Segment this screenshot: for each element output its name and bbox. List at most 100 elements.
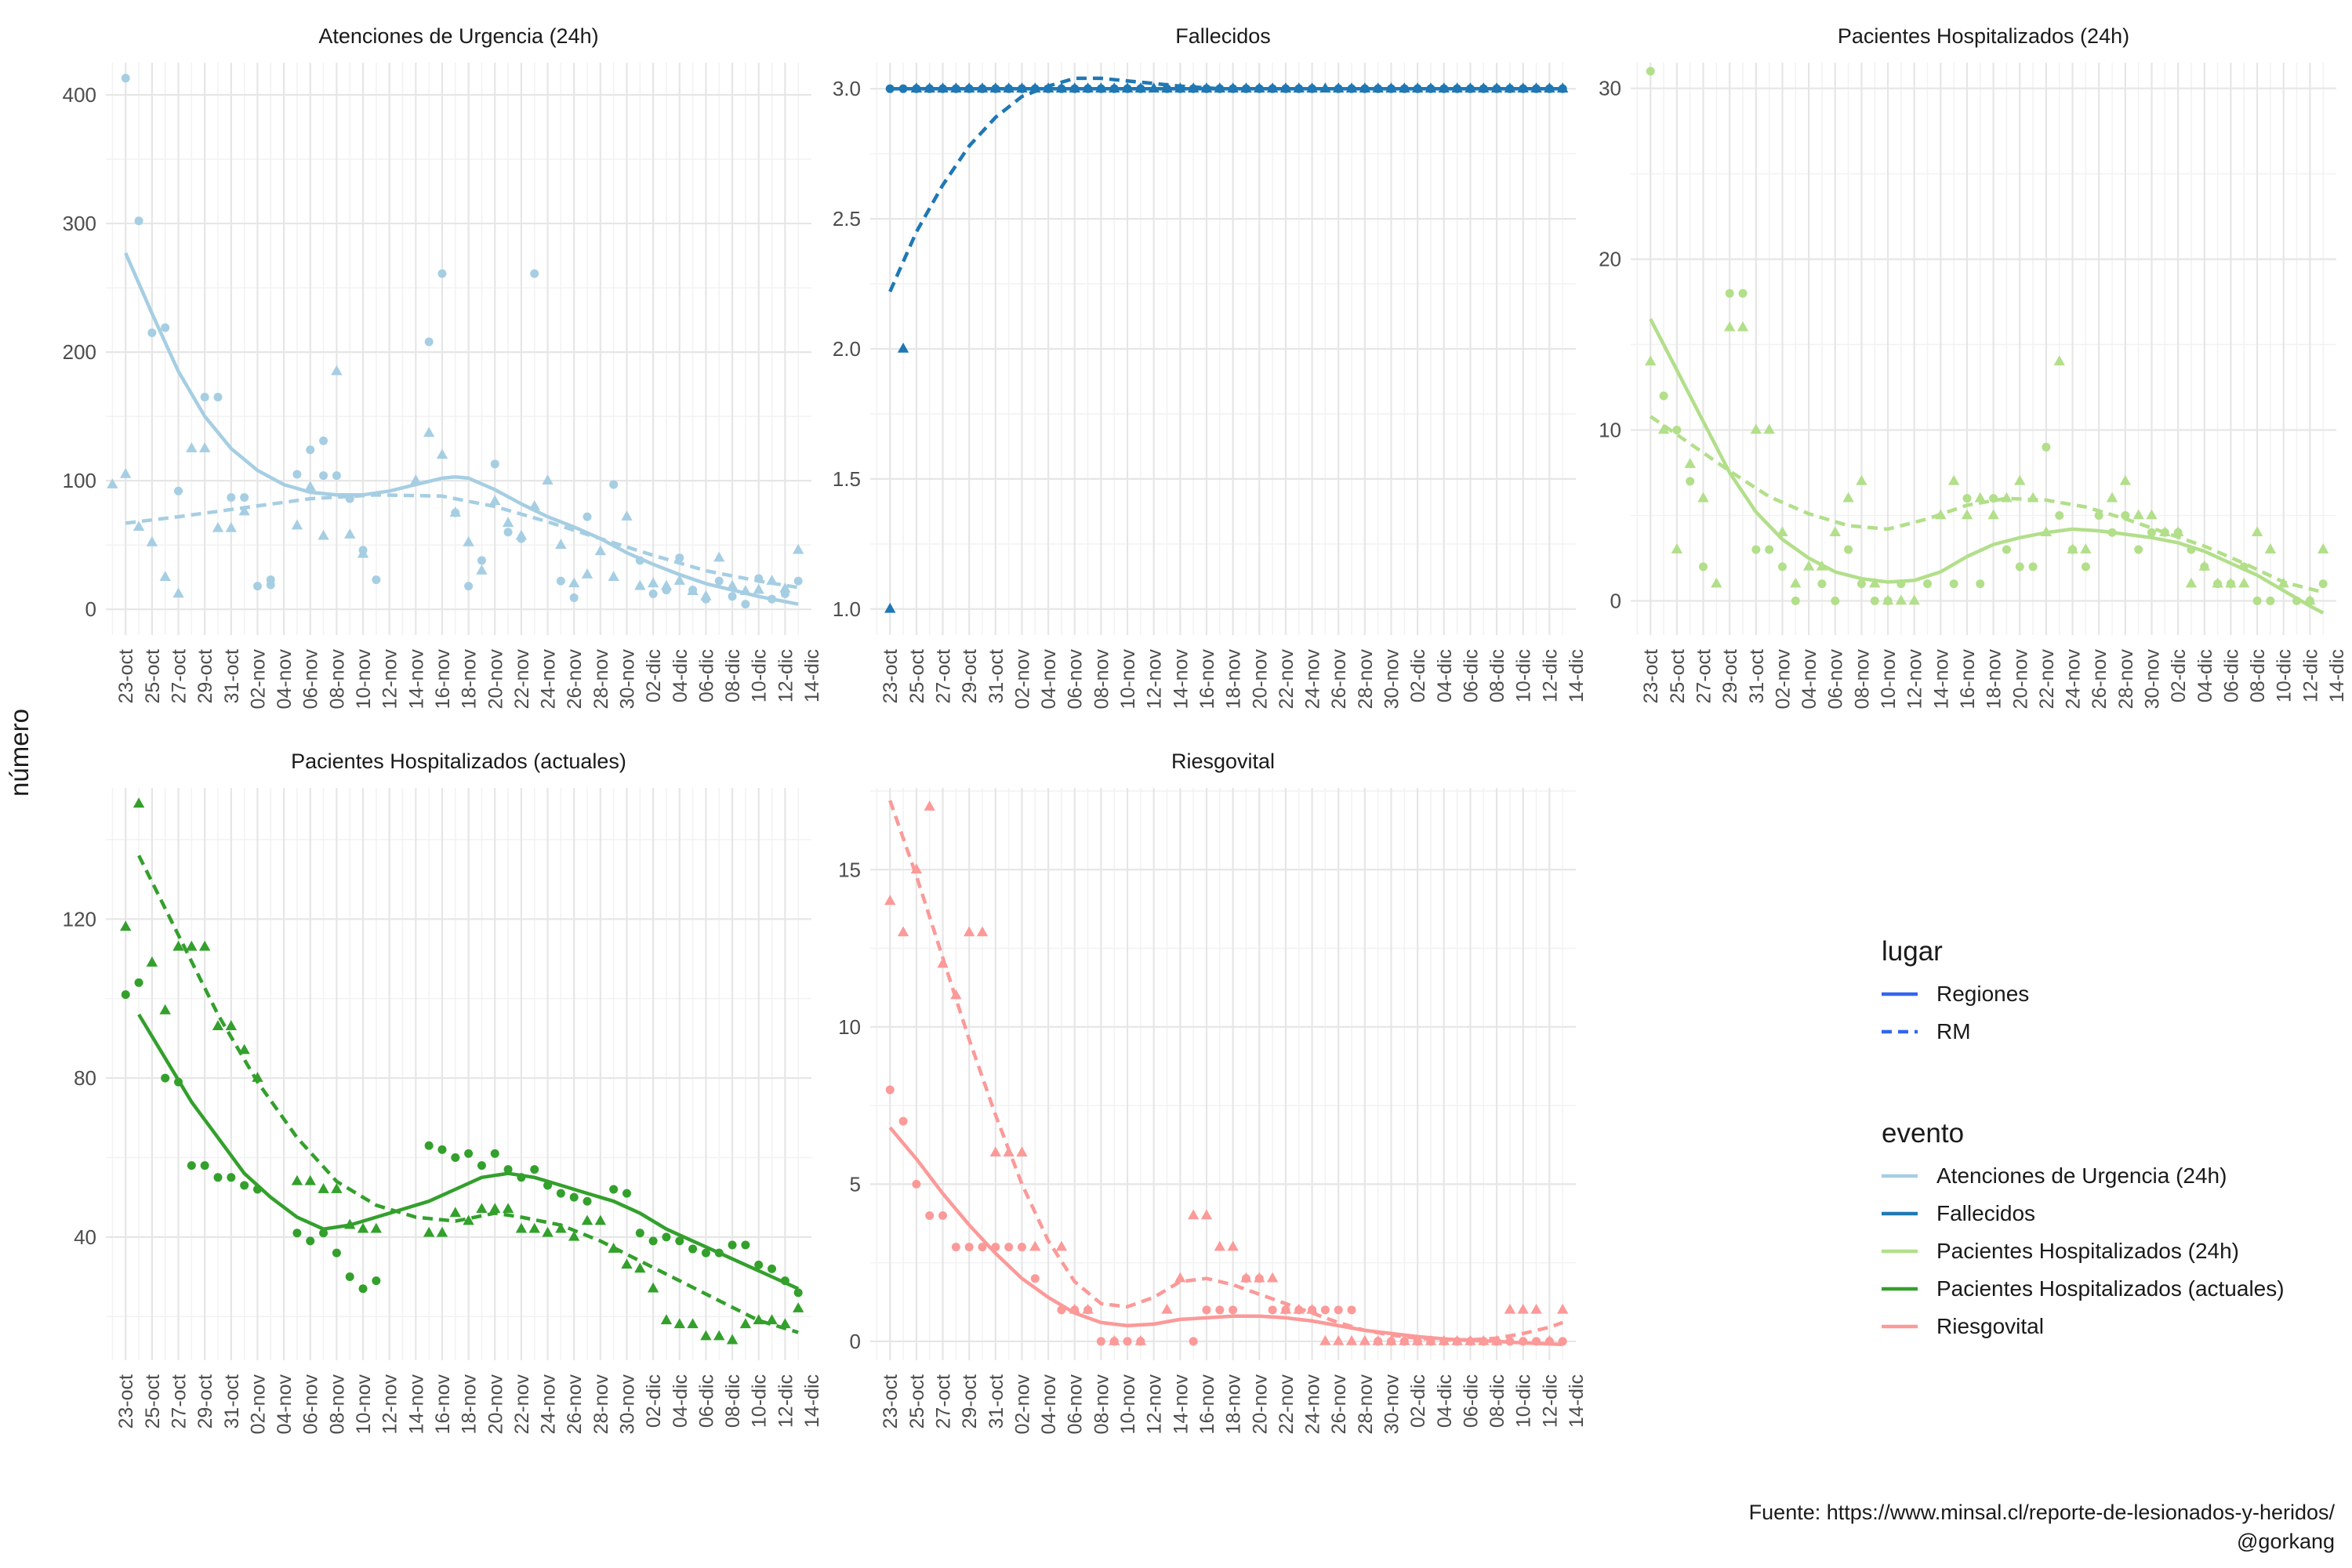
data-point-triangle — [2040, 526, 2053, 537]
data-point-circle — [187, 1161, 196, 1171]
data-point-circle — [609, 1185, 619, 1194]
x-tick-label: 22-nov — [511, 649, 533, 710]
data-point-circle — [1738, 289, 1748, 298]
trend-line-solid — [888, 1126, 1563, 1347]
x-tick-label: 27-oct — [933, 1374, 955, 1429]
x-tick-label: 18-nov — [1223, 649, 1245, 710]
data-point-triangle — [950, 82, 962, 93]
data-point-circle — [1857, 579, 1866, 589]
series-regiones — [121, 74, 803, 609]
data-point-circle — [503, 1165, 513, 1174]
data-point-circle — [714, 576, 724, 586]
data-point-triangle — [1016, 82, 1028, 93]
x-tick-label: 22-nov — [2036, 649, 2058, 710]
data-point-triangle — [1069, 82, 1080, 93]
data-point-circle — [885, 1085, 895, 1094]
data-point-circle — [345, 1272, 354, 1282]
data-point-circle — [424, 1141, 434, 1150]
data-point-triangle — [687, 1318, 699, 1329]
data-point-triangle — [2119, 474, 2132, 485]
facet-panels: Atenciones de Urgencia (24h)010020030040… — [63, 24, 2348, 1434]
data-point-triangle — [647, 1282, 659, 1293]
x-tick-label: 22-nov — [1276, 1374, 1298, 1435]
data-point-triangle — [2198, 560, 2210, 571]
x-tick-label: 12-nov — [1144, 1374, 1166, 1435]
data-point-circle — [2266, 596, 2275, 605]
y-tick-label: 200 — [63, 340, 96, 364]
y-tick-label: 30 — [1599, 77, 1621, 100]
data-point-circle — [648, 1236, 658, 1246]
data-point-triangle — [1697, 492, 1709, 503]
data-point-triangle — [1763, 423, 1775, 434]
data-point-circle — [675, 554, 684, 563]
legend-label: Riesgovital — [1936, 1314, 2044, 1338]
y-tick-label: 0 — [1610, 589, 1621, 612]
data-point-circle — [1320, 1305, 1330, 1315]
data-point-triangle — [700, 590, 712, 601]
data-point-triangle — [2132, 509, 2144, 520]
data-point-circle — [147, 328, 157, 337]
data-point-circle — [1189, 1337, 1198, 1346]
data-point-triangle — [792, 543, 804, 554]
data-point-circle — [912, 1179, 921, 1189]
data-point-triangle — [1240, 1272, 1252, 1283]
data-point-circle — [530, 269, 539, 278]
data-point-triangle — [726, 1334, 739, 1345]
data-point-triangle — [2146, 509, 2158, 520]
data-point-triangle — [1895, 594, 1907, 605]
x-tick-label: 06-dic — [1460, 649, 1482, 702]
x-tick-label: 04-nov — [1038, 1374, 1060, 1435]
x-tick-label: 02-nov — [1011, 1374, 1033, 1435]
data-point-triangle — [976, 82, 989, 93]
trend-line-solid — [124, 252, 799, 606]
y-tick-label: 10 — [838, 1015, 861, 1039]
x-tick-label: 16-nov — [1957, 649, 1979, 710]
trend-line-dashed — [1649, 415, 2324, 594]
data-point-circle — [358, 1284, 368, 1294]
data-point-triangle — [146, 956, 158, 967]
x-tick-label: 14-nov — [1930, 649, 1952, 710]
x-tick-label: 02-dic — [1407, 1374, 1429, 1428]
data-point-circle — [2042, 442, 2051, 452]
trend-line-dashed — [888, 76, 1563, 292]
x-tick-label: 10-nov — [1878, 649, 1900, 710]
x-tick-label: 25-oct — [906, 1374, 928, 1429]
data-point-triangle — [2185, 577, 2198, 588]
x-tick-label: 31-oct — [221, 649, 243, 704]
data-point-triangle — [344, 528, 356, 539]
data-point-triangle — [1657, 423, 1670, 434]
data-point-circle — [372, 1276, 381, 1286]
x-tick-label: 18-nov — [459, 649, 481, 710]
data-point-triangle — [528, 1222, 540, 1233]
data-point-triangle — [634, 1262, 646, 1273]
y-tick-label: 3.0 — [833, 77, 861, 100]
x-tick-label: 10-dic — [749, 1374, 771, 1428]
x-tick-label: 12-dic — [775, 649, 797, 702]
data-point-triangle — [1517, 1303, 1529, 1314]
y-tick-label: 100 — [63, 469, 96, 492]
data-point-triangle — [713, 551, 725, 562]
data-point-triangle — [1095, 82, 1107, 93]
data-point-triangle — [2053, 355, 2065, 366]
x-tick-label: 08-dic — [722, 1374, 744, 1428]
data-point-triangle — [318, 529, 329, 540]
x-tick-label: 23-oct — [1640, 649, 1662, 704]
data-point-circle — [437, 269, 447, 278]
legend-title-lugar: lugar — [1882, 936, 1943, 967]
data-point-circle — [741, 1240, 750, 1250]
data-point-triangle — [1055, 1240, 1068, 1251]
x-tick-label: 30-nov — [1381, 1374, 1403, 1435]
x-tick-label: 28-nov — [1355, 1374, 1377, 1435]
data-point-triangle — [2238, 577, 2250, 588]
data-point-circle — [1949, 579, 1958, 589]
x-tick-label: 04-nov — [1798, 649, 1820, 710]
data-point-triangle — [581, 568, 593, 579]
x-tick-label: 02-dic — [2168, 649, 2190, 702]
caption-author: @gorkang — [2237, 1530, 2335, 1553]
data-point-triangle — [608, 571, 619, 581]
data-point-triangle — [436, 1226, 448, 1237]
data-point-triangle — [2172, 526, 2184, 537]
data-point-circle — [2252, 596, 2262, 605]
x-tick-label: 10-nov — [353, 649, 375, 710]
panel-2: Fallecidos 1.0 1.5 2.0 2.5 3.0 23-oct 25-oct 27-… — [833, 24, 1588, 709]
